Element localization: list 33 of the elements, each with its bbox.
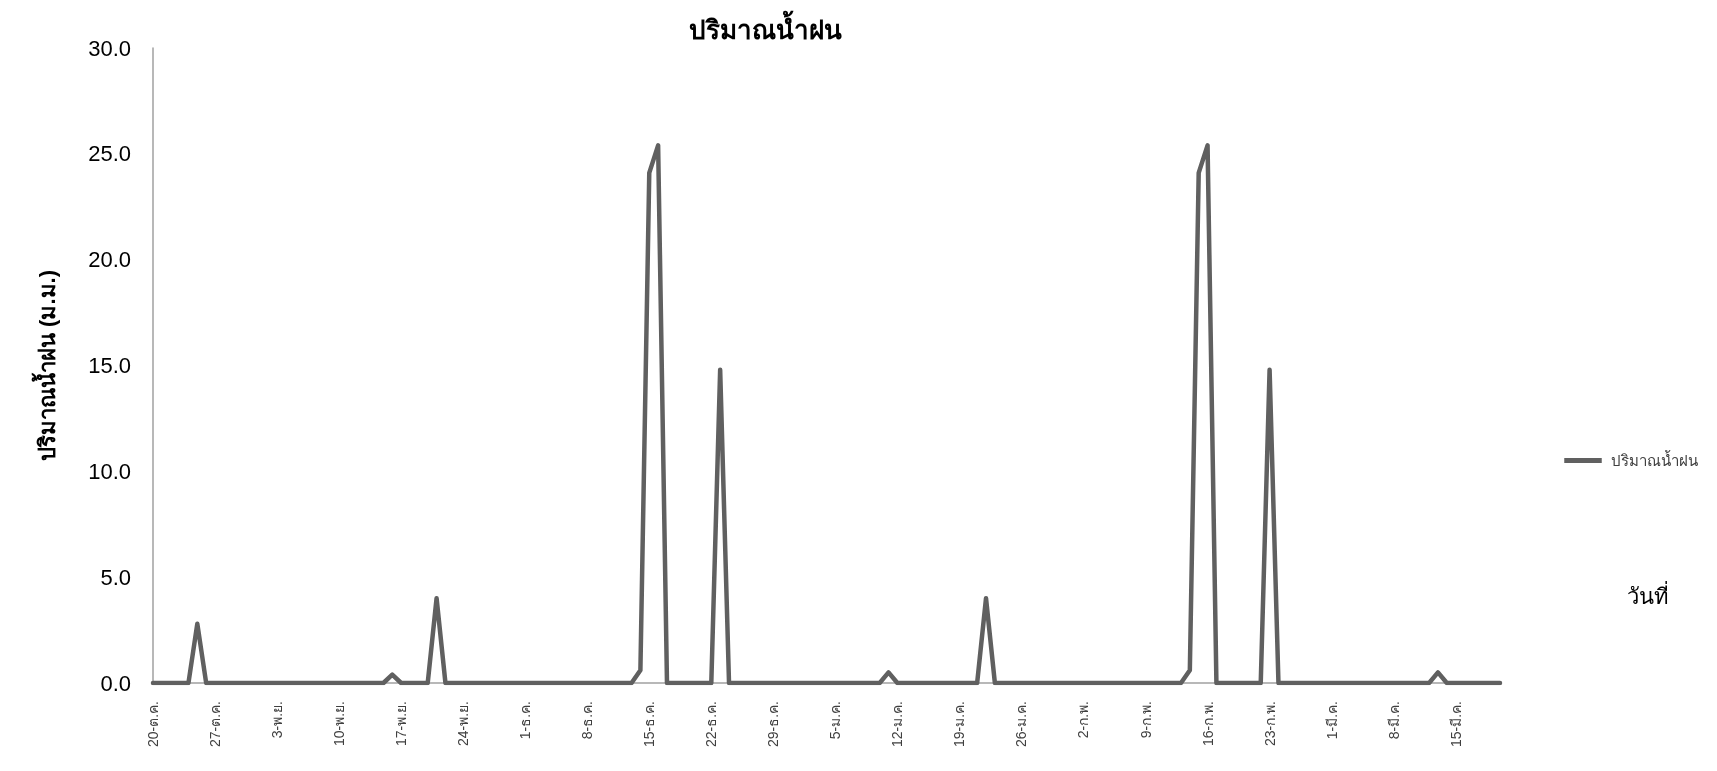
x-tick-label: 1-ธ.ค. bbox=[517, 701, 534, 740]
x-tick-label: 24-พ.ย. bbox=[455, 701, 472, 747]
x-tick-label: 9-ก.พ. bbox=[1137, 701, 1154, 739]
legend-label: ปริมาณน้ำฝน bbox=[1611, 450, 1698, 469]
y-tick-label: 20.0 bbox=[88, 247, 131, 273]
x-tick-label: 17-พ.ย. bbox=[393, 701, 410, 747]
y-tick-label: 10.0 bbox=[88, 458, 131, 484]
x-tick-label: 8-มี.ค. bbox=[1385, 701, 1402, 740]
x-tick-label: 5-ม.ค. bbox=[827, 701, 844, 740]
x-tick-label: 2-ก.พ. bbox=[1075, 701, 1092, 739]
x-tick-label: 1-มี.ค. bbox=[1323, 701, 1340, 740]
y-axis-title: ปริมาณน้ำฝน (ม.ม.) bbox=[30, 270, 60, 461]
chart-title: ปริมาณน้ำฝน bbox=[688, 10, 842, 45]
x-tick-label: 10-พ.ย. bbox=[331, 701, 348, 747]
y-tick-label: 25.0 bbox=[88, 141, 131, 167]
y-tick-label: 15.0 bbox=[88, 353, 131, 378]
y-tick-label: 30.0 bbox=[88, 35, 131, 61]
x-tick-label: 20-ต.ค. bbox=[145, 701, 161, 748]
x-tick-label: 19-ม.ค. bbox=[951, 701, 968, 748]
x-tick-label: 26-ม.ค. bbox=[1013, 701, 1030, 748]
x-tick-label: 22-ธ.ค. bbox=[703, 701, 720, 748]
x-tick-label: 3-พ.ย. bbox=[269, 701, 286, 739]
x-tick-label: 15-ธ.ค. bbox=[641, 701, 658, 748]
x-tick-label: 16-ก.พ. bbox=[1199, 701, 1216, 747]
y-tick-label: 0.0 bbox=[100, 670, 131, 696]
x-tick-label: 12-ม.ค. bbox=[889, 701, 906, 748]
x-tick-label: 23-ก.พ. bbox=[1261, 701, 1278, 747]
text: วันที่ bbox=[1627, 580, 1669, 609]
x-tick-label: 8-ธ.ค. bbox=[579, 701, 596, 740]
y-tick-label: 5.0 bbox=[100, 564, 131, 590]
x-tick-label: 29-ธ.ค. bbox=[765, 701, 782, 748]
x-tick-label: 15-มี.ค. bbox=[1447, 701, 1464, 748]
x-tick-label: 27-ต.ค. bbox=[207, 701, 224, 748]
